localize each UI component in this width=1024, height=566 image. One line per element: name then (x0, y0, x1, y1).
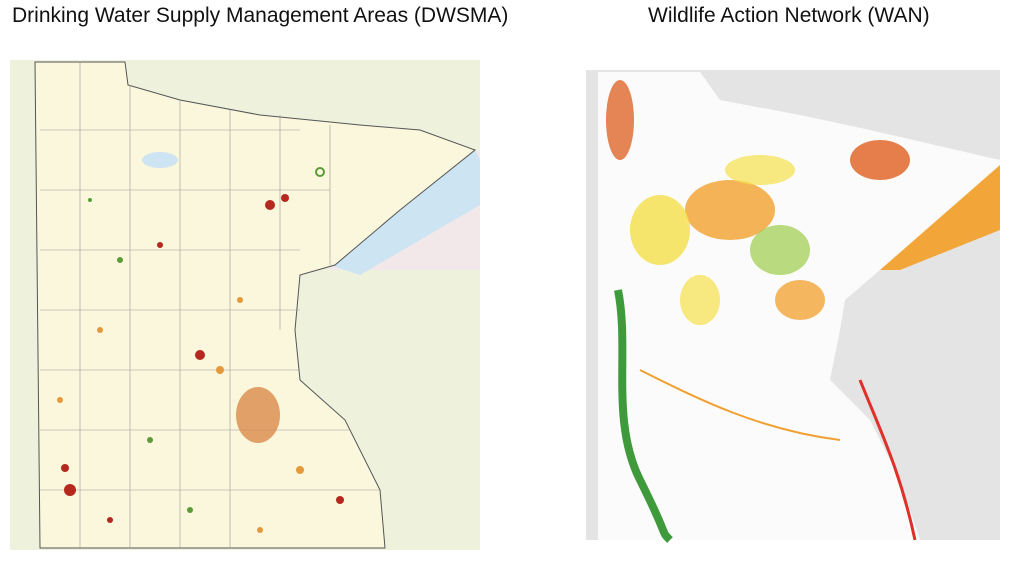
wan-map (586, 70, 1000, 543)
county-lines (40, 62, 380, 548)
dwsma-map (10, 60, 480, 550)
habitat-orange (880, 165, 1000, 270)
dwsma-areas (57, 167, 344, 533)
habitat-patches (606, 80, 917, 543)
lake-superior (330, 150, 480, 275)
right-map-title: Wildlife Action Network (WAN) (648, 4, 930, 27)
lake (142, 152, 178, 168)
left-map-title: Drinking Water Supply Management Areas (… (12, 4, 509, 27)
state-outline (34, 61, 477, 549)
